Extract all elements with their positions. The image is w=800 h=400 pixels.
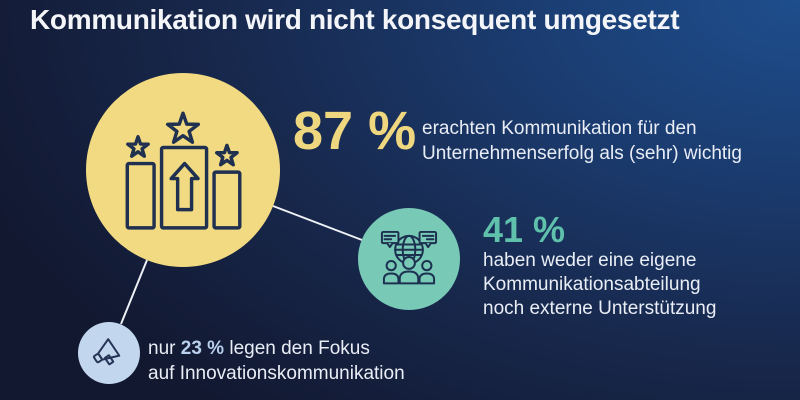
stat-description-41: haben weder eine eigene Kommunikationsabt… (483, 249, 716, 321)
stat-text-23: nur 23 % legen den Fokus auf Innovationsk… (148, 336, 405, 386)
stat-description-87-line2: Unternehmenserfolg als (sehr) wichtig (422, 143, 742, 164)
global-communication-icon (380, 230, 438, 285)
stat-description-41-line1: haben weder eine eigene (483, 250, 697, 271)
stat-circle-87 (86, 73, 280, 267)
stat-circle-41 (358, 208, 460, 310)
podium-ranking-icon (125, 111, 242, 230)
stat-value-41: 41 % (483, 209, 566, 250)
stat-value-87: 87 % (293, 101, 417, 161)
stat-23-suffix: legen den Fokus (224, 338, 370, 359)
stat-23-prefix: nur (148, 338, 181, 359)
stat-description-41-line2: Kommunikationsabteilung (483, 274, 701, 295)
stat-description-87: erachten Kommunikation für den Unternehme… (422, 116, 742, 166)
stat-description-87-line1: erachten Kommunikation für den (422, 118, 697, 139)
connector-line (272, 205, 363, 241)
stat-23-line2: auf Innovationskommunikation (148, 363, 405, 384)
stat-circle-23 (78, 322, 140, 384)
connector-line (120, 259, 148, 325)
stat-description-41-line3: noch externe Unterstützung (483, 298, 717, 319)
page-title: Kommunikation wird nicht konsequent umge… (30, 4, 680, 35)
megaphone-icon (92, 338, 121, 366)
stat-value-23: 23 % (180, 338, 225, 359)
